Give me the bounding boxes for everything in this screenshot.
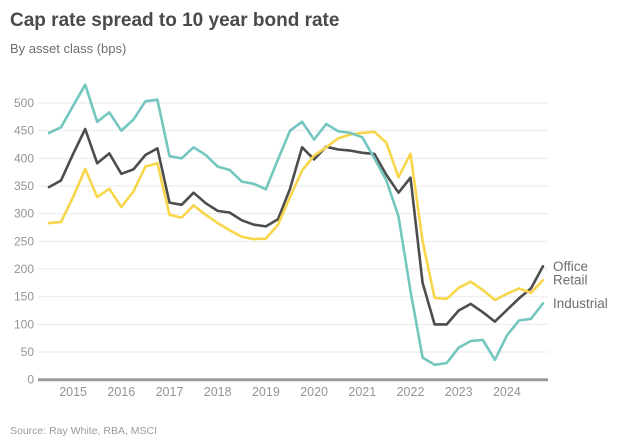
chart-subtitle: By asset class (bps) (10, 41, 127, 56)
y-tick-label: 50 (21, 345, 35, 359)
x-tick-label: 2024 (493, 385, 521, 399)
x-tick-label: 2017 (156, 385, 184, 399)
x-tick-label: 2023 (445, 385, 473, 399)
series-label-retail: Retail (553, 273, 588, 288)
y-tick-label: 0 (27, 373, 34, 387)
series-line-retail (47, 130, 545, 302)
y-tick-label: 150 (14, 290, 34, 304)
x-tick-label: 2019 (252, 385, 280, 399)
x-tick-label: 2018 (204, 385, 232, 399)
y-tick-label: 350 (14, 179, 34, 193)
y-tick-label: 200 (14, 262, 34, 276)
series-line-office (47, 127, 545, 326)
series-label-office: Office (553, 259, 588, 274)
x-tick-label: 2022 (397, 385, 425, 399)
series-line-industrial (47, 83, 545, 367)
y-tick-label: 500 (14, 96, 34, 110)
y-tick-label: 450 (14, 124, 34, 138)
x-tick-label: 2021 (348, 385, 376, 399)
source-note: Source: Ray White, RBA, MSCI (10, 425, 158, 437)
x-tick-label: 2016 (107, 385, 135, 399)
x-tick-label: 2020 (300, 385, 328, 399)
x-tick-label: 2015 (59, 385, 87, 399)
y-tick-label: 100 (14, 317, 34, 331)
series-label-industrial: Industrial (553, 296, 608, 311)
y-tick-label: 300 (14, 207, 34, 221)
page-title: Cap rate spread to 10 year bond rate (10, 10, 340, 31)
y-tick-label: 400 (14, 151, 34, 165)
y-tick-label: 250 (14, 234, 34, 248)
